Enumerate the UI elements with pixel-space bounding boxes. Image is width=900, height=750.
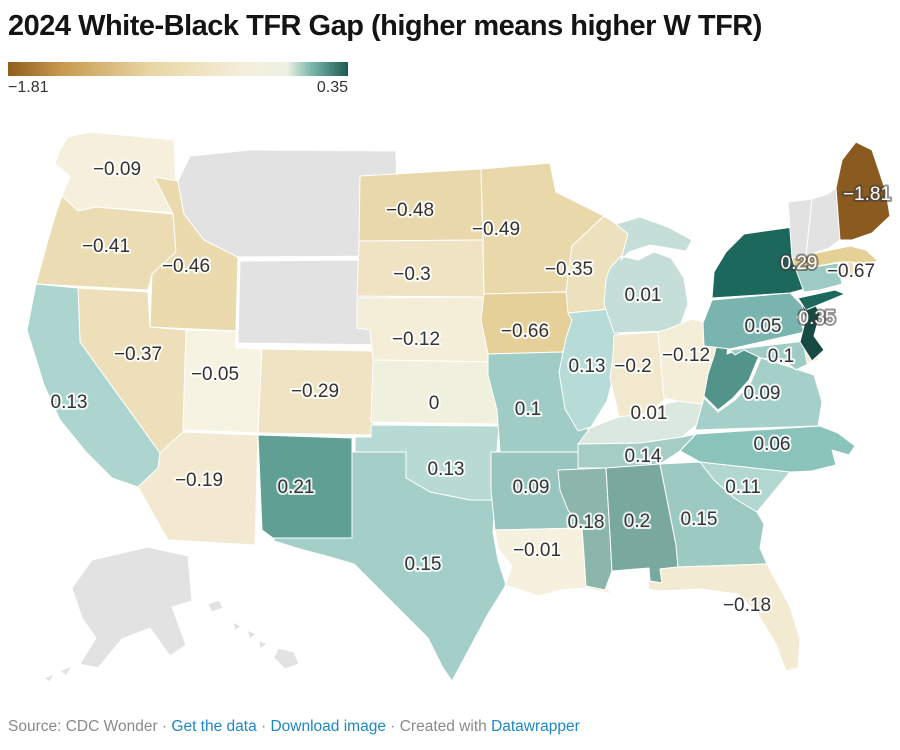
legend-max-label: 0.35 — [316, 79, 348, 96]
footer-separator: · — [385, 718, 400, 735]
state-value-label-fl: −0.18 — [723, 595, 771, 616]
state-value-label-sd: −0.3 — [393, 264, 431, 285]
state-me[interactable] — [835, 141, 891, 241]
footer-created-with: Created with — [399, 718, 492, 735]
state-value-label-nm: 0.21 — [278, 477, 315, 498]
state-fl[interactable] — [647, 563, 801, 672]
state-value-label-co: −0.29 — [291, 381, 339, 402]
state-value-label-me: −1.81 — [843, 184, 891, 205]
footer-get-the-data[interactable]: Get the data — [171, 718, 257, 735]
color-legend: −1.81 0.35 — [8, 62, 348, 97]
footer-separator: · — [256, 718, 271, 735]
state-nh[interactable] — [805, 187, 841, 257]
state-value-label-wi: −0.35 — [545, 259, 593, 280]
state-value-label-sc: 0.11 — [725, 477, 761, 498]
state-value-label-or: −0.41 — [82, 236, 130, 257]
state-value-label-ca: 0.13 — [51, 392, 88, 413]
state-value-label-az: −0.19 — [175, 470, 223, 491]
state-value-label-al: 0.2 — [624, 511, 650, 532]
state-tx[interactable] — [273, 451, 507, 682]
chart-title: 2024 White-Black TFR Gap (higher means h… — [8, 10, 762, 42]
state-value-label-nv: −0.37 — [114, 344, 162, 365]
state-value-label-pa: 0.05 — [745, 316, 782, 337]
state-ct[interactable] — [795, 262, 843, 293]
state-ks[interactable] — [370, 359, 501, 425]
state-value-label-nj: 0.35 — [799, 308, 836, 329]
state-value-label-ar: 0.09 — [513, 477, 550, 498]
state-value-label-ks: 0 — [429, 393, 440, 414]
state-value-label-ut: −0.05 — [191, 364, 239, 385]
state-value-label-mi: 0.01 — [625, 285, 662, 306]
state-value-label-mo: 0.1 — [515, 399, 541, 420]
state-value-label-ok: 0.13 — [428, 459, 465, 480]
state-value-label-tx: 0.15 — [405, 554, 442, 575]
state-value-label-in: −0.2 — [614, 356, 652, 377]
state-value-label-il: 0.13 — [569, 356, 606, 377]
state-ak[interactable] — [43, 546, 193, 683]
state-nc[interactable] — [679, 425, 856, 473]
footer: Source: CDC Wonder · Get the data · Down… — [8, 718, 892, 736]
state-value-label-id: −0.46 — [162, 256, 210, 277]
state-co[interactable] — [257, 348, 376, 436]
footer-datawrapper[interactable]: Datawrapper — [491, 718, 580, 735]
state-va[interactable] — [694, 357, 823, 431]
state-value-label-nd: −0.48 — [386, 200, 434, 221]
state-value-label-ia: −0.66 — [501, 321, 549, 342]
state-value-label-ma: −0.67 — [827, 261, 875, 282]
state-az[interactable] — [137, 431, 259, 546]
state-value-label-nc: 0.06 — [754, 434, 791, 455]
state-value-label-ny: 0.29 — [781, 253, 818, 274]
state-value-label-ga: 0.15 — [681, 509, 718, 530]
state-value-label-oh: −0.12 — [662, 345, 710, 366]
state-value-label-mn: −0.49 — [472, 219, 520, 240]
state-value-label-ne: −0.12 — [392, 329, 440, 350]
footer-download-image[interactable]: Download image — [270, 718, 386, 735]
legend-gradient-bar — [8, 62, 348, 76]
legend-min-label: −1.81 — [8, 79, 49, 96]
state-ca[interactable] — [26, 283, 161, 488]
state-hi[interactable] — [207, 599, 300, 670]
state-mi[interactable] — [603, 216, 693, 334]
state-value-label-ky: 0.01 — [631, 403, 668, 424]
state-value-label-wa: −0.09 — [93, 159, 141, 180]
state-value-label-la: −0.01 — [513, 540, 561, 561]
state-value-label-md: 0.1 — [768, 346, 794, 367]
state-value-label-tn: 0.14 — [625, 446, 662, 467]
footer-source-cdc-wonder: Source: CDC Wonder — [8, 718, 158, 735]
footer-separator: · — [157, 718, 172, 735]
state-value-label-va: 0.09 — [744, 383, 781, 404]
state-ma[interactable] — [791, 245, 879, 271]
state-value-label-ms: 0.18 — [568, 512, 605, 533]
